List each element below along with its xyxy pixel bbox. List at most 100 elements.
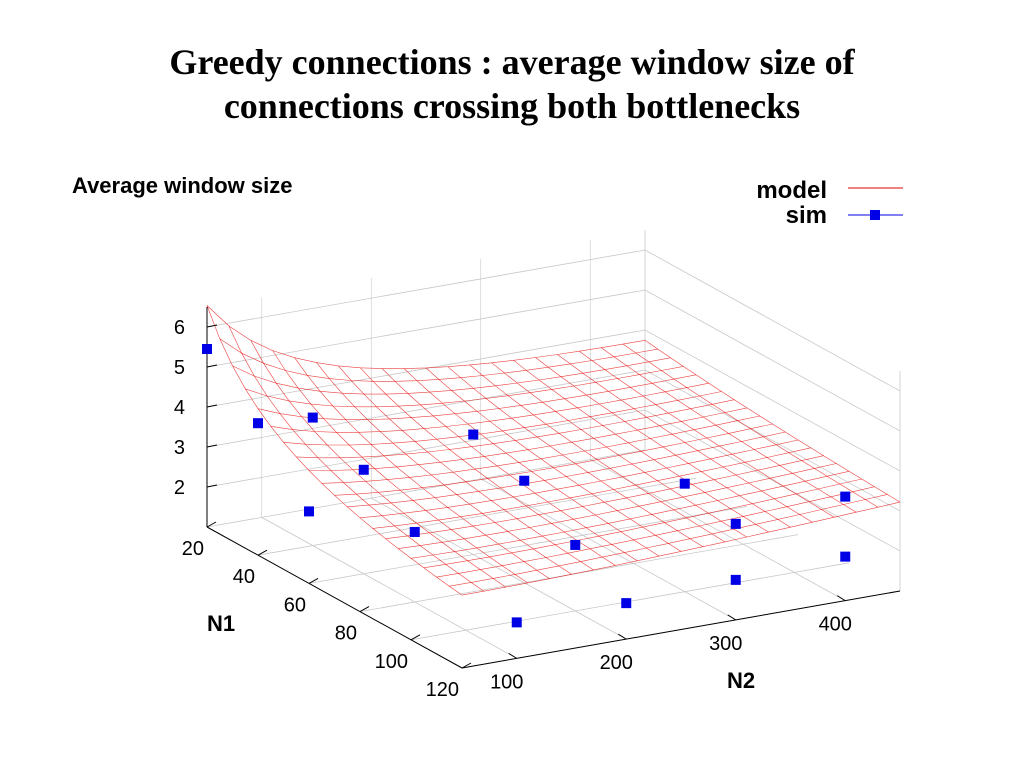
sim-point (358, 464, 369, 475)
y-tick-label: 300 (709, 633, 742, 655)
sim-point (840, 491, 851, 502)
sim-point (409, 526, 420, 537)
surface-mesh-line (644, 340, 901, 503)
z-tick (206, 404, 218, 408)
z-tick-label: 6 (174, 317, 185, 339)
y-tick-label: 100 (490, 671, 523, 693)
z-tick-label: 2 (174, 477, 185, 499)
surface-mesh-line (579, 350, 835, 518)
surface-mesh-line (219, 338, 658, 382)
surface-mesh-line (469, 364, 725, 543)
x-tick-label: 80 (335, 623, 357, 645)
legend: model sim (756, 177, 903, 229)
x-tick (257, 549, 268, 556)
grid-layer (206, 230, 901, 669)
floor-grid-line (261, 517, 517, 659)
x-tick (461, 662, 472, 669)
surface-mesh-line (228, 325, 485, 592)
y-tick (617, 633, 627, 640)
sim-point (519, 475, 530, 486)
surface-mesh-line (403, 368, 660, 557)
surface-mesh-line (461, 501, 901, 596)
floor-grid-line (206, 449, 646, 528)
x-tick (308, 577, 319, 584)
surface-mesh-line (206, 305, 646, 369)
x-tick (206, 521, 217, 528)
chart-title-line-2: connections crossing both bottlenecks (223, 86, 801, 126)
y-tick-label: 400 (819, 614, 852, 636)
chart-title: Greedy connections : average window size… (0, 40, 1024, 128)
z-tick (206, 364, 218, 368)
x-tick-label: 40 (233, 566, 255, 588)
surface-mesh-line (425, 367, 682, 552)
surface-mesh-line (206, 305, 463, 596)
sim-point (730, 574, 741, 585)
sim-point (679, 478, 690, 489)
wall-grid-line (206, 249, 901, 392)
x-tick (359, 606, 370, 613)
sim-point (840, 551, 851, 562)
legend-sim-label: sim (786, 202, 827, 229)
legend-sim-marker (870, 210, 880, 220)
y-tick (508, 652, 518, 659)
x-axis-line (206, 526, 463, 669)
sim-point (621, 598, 632, 609)
x-tick-label: 120 (426, 679, 459, 701)
surface-mesh-line (557, 354, 813, 523)
x-tick (410, 634, 421, 641)
surface-mesh-line (372, 447, 811, 529)
y-tick (727, 614, 737, 621)
surface-mesh-line (283, 391, 722, 446)
sim-point (253, 418, 263, 429)
surface-mesh-line (347, 431, 786, 508)
surface-mesh-line (513, 360, 769, 533)
y-tick-label: 200 (600, 652, 633, 674)
model-surface (206, 305, 901, 596)
x-axis-label: N1 (207, 611, 235, 636)
z-tick-label: 4 (174, 397, 185, 419)
floor-grid-line (359, 534, 799, 612)
floor-grid-line (480, 478, 736, 621)
z-tick (206, 444, 218, 448)
sim-point (570, 539, 581, 550)
axes-layer: 2 3 4 5 6 20 40 60 80 100 120 100 200 300 400 (174, 307, 901, 701)
floor-grid-line (308, 506, 748, 584)
surface-mesh-line (436, 486, 875, 578)
z-tick-label: 5 (174, 357, 185, 379)
y-axis-line (461, 590, 901, 669)
x-tick-label: 100 (375, 651, 408, 673)
z-tick (206, 484, 218, 488)
floor-grid-line (371, 497, 627, 640)
legend-model-label: model (756, 177, 827, 204)
x-tick-label: 60 (284, 594, 306, 616)
surface-mesh-line (447, 366, 704, 547)
surface-mesh-line (410, 471, 850, 559)
surface-mesh-line (449, 494, 888, 587)
surface-mesh-line (385, 455, 824, 539)
chart-title-line-1: Greedy connections : average window size… (169, 42, 855, 82)
surface-mesh-line (491, 362, 747, 538)
sim-point (730, 518, 741, 529)
surface-mesh-line (316, 362, 572, 575)
surface-mesh-line (535, 357, 791, 528)
sim-points (202, 344, 851, 628)
sim-point (202, 344, 212, 354)
z-tick-label: 3 (174, 437, 185, 459)
surface-mesh-line (270, 382, 709, 433)
sim-point (511, 617, 522, 628)
surface-mesh-line (601, 347, 857, 513)
z-tick (206, 324, 218, 328)
surface-mesh-line (622, 343, 879, 508)
floor-grid-line (257, 477, 697, 556)
y-axis-label: N2 (727, 668, 755, 693)
sim-point (307, 412, 318, 423)
surface-mesh-line (359, 439, 799, 519)
surface-mesh-line (338, 365, 594, 571)
y-tick (836, 595, 846, 602)
surface-mesh-line (423, 478, 862, 569)
x-tick-label: 20 (182, 538, 204, 560)
sim-point (304, 506, 314, 517)
surface-mesh-line (398, 463, 837, 549)
sim-point (468, 429, 479, 440)
